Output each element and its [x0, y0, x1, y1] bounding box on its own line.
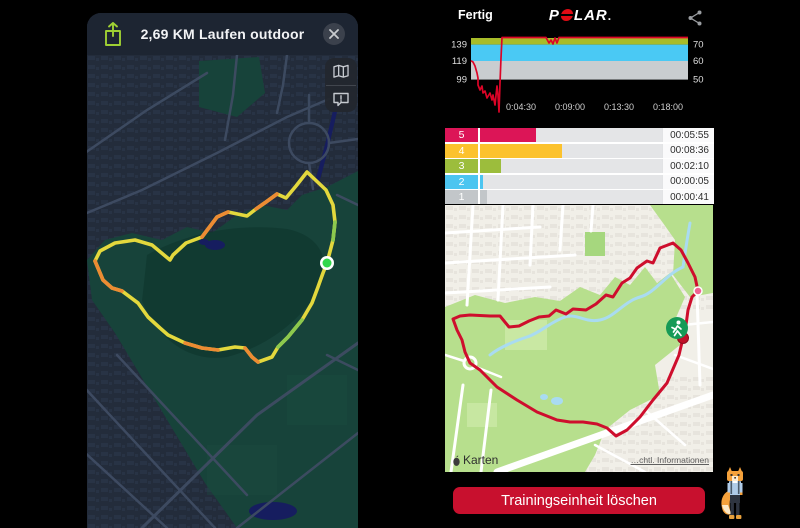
- stream: [488, 221, 692, 357]
- workout-title: 2,69 KM Laufen outdoor: [140, 26, 305, 42]
- zone-bar-track: [480, 174, 662, 189]
- svg-text:119: 119: [452, 56, 467, 67]
- close-icon: [329, 29, 339, 39]
- zone-time: 00:00:41: [662, 190, 714, 205]
- share-button[interactable]: [686, 9, 704, 27]
- zone-bar-track: [480, 159, 662, 174]
- km-marker: [693, 286, 703, 296]
- svg-text:99: 99: [456, 75, 467, 86]
- polar-logo-o: [560, 9, 574, 21]
- zone-bar-track: [480, 190, 662, 205]
- polar-logo-p: P: [548, 7, 560, 24]
- hr-axis-left: 139 119 99: [451, 40, 467, 86]
- hr-axis-time: 0:04:30 0:09:00 0:13:30 0:18:00: [506, 102, 683, 112]
- close-button[interactable]: [323, 23, 345, 45]
- zone-time: 00:02:10: [662, 159, 714, 174]
- svg-text:50: 50: [693, 75, 704, 86]
- map-mode-button[interactable]: [325, 58, 357, 85]
- zone-bar: [480, 143, 562, 158]
- svg-text:139: 139: [451, 40, 467, 51]
- zone-number-badge: 3: [445, 159, 478, 174]
- zone-bar-track: [480, 143, 662, 158]
- svg-text:0:04:30: 0:04:30: [506, 102, 536, 112]
- hr-line: [470, 36, 688, 113]
- zone-number-badge: 5: [445, 128, 478, 142]
- zone-number-badge: 2: [445, 174, 478, 189]
- hr-zone-row: 3 00:02:10: [445, 159, 714, 174]
- polar-logo-dot: .: [607, 9, 612, 23]
- zone-bar: [480, 190, 487, 205]
- svg-text:0:18:00: 0:18:00: [653, 102, 683, 112]
- zone-bar-track: [480, 128, 662, 142]
- map-icon: [333, 64, 349, 78]
- report-issue-icon: [333, 92, 349, 106]
- map-controls: [325, 58, 357, 112]
- svg-text:70: 70: [693, 40, 704, 51]
- zone-time: 00:00:05: [662, 174, 714, 189]
- hr-zones-chart: 5 00:05:55 4 00:08:36 3 00:02:10 2 00:00…: [445, 128, 714, 205]
- svg-text:60: 60: [693, 56, 704, 67]
- workout-header: 2,69 KM Laufen outdoor: [87, 13, 358, 55]
- water-areas: [199, 101, 339, 520]
- svg-text:0:09:00: 0:09:00: [555, 102, 585, 112]
- hr-zone-row: 1 00:00:41: [445, 190, 714, 205]
- done-button[interactable]: Fertig: [458, 8, 493, 22]
- zone-time: 00:08:36: [662, 143, 714, 158]
- polar-header: Fertig P LAR.: [440, 4, 720, 28]
- zone-bar: [480, 159, 501, 174]
- zone-number-badge: 1: [445, 190, 478, 205]
- workout-share-sheet: 2,69 KM Laufen outdoor: [87, 13, 358, 528]
- route-trace: [93, 170, 337, 364]
- hr-zone-row: 4 00:08:36: [445, 143, 714, 158]
- attribution-brand-label: Karten: [463, 453, 499, 467]
- map-attribution-brand: Karten: [452, 453, 498, 467]
- zone-number-badge: 4: [445, 143, 478, 158]
- polar-logo: P LAR.: [440, 7, 720, 25]
- legal-info-link[interactable]: …chtl. Informationen: [630, 455, 709, 465]
- hr-axis-right: 70 60 50: [693, 40, 704, 86]
- fox-mascot: [721, 467, 743, 519]
- dark-route-map[interactable]: [87, 53, 358, 528]
- zone-bar: [480, 128, 537, 142]
- delete-training-button[interactable]: Trainingseinheit löschen: [453, 487, 705, 514]
- route-position-marker: [320, 256, 334, 270]
- divider: [326, 84, 356, 86]
- svg-text:0:13:30: 0:13:30: [604, 102, 634, 112]
- hr-zone-row: 5 00:05:55: [445, 128, 714, 142]
- polar-logo-lar: LAR: [573, 7, 608, 24]
- runner-marker: [666, 317, 688, 339]
- roads: [443, 203, 717, 476]
- light-route-map[interactable]: Karten …chtl. Informationen: [443, 203, 717, 476]
- heart-rate-chart: 139 119 99 70 60 50 0:04:30 0:09:00 0:13…: [451, 36, 704, 113]
- route-trace: [451, 241, 700, 438]
- apple-logo-icon: [453, 455, 460, 466]
- report-issue-button[interactable]: [325, 86, 357, 113]
- zone-time: 00:05:55: [662, 128, 714, 142]
- hr-zone-row: 2 00:00:05: [445, 174, 714, 189]
- polar-summary-screen: Fertig P LAR. 139 119 99 70 60 50 0:04:30: [440, 0, 725, 528]
- zone-bar: [480, 174, 483, 189]
- share-icon[interactable]: [101, 21, 125, 48]
